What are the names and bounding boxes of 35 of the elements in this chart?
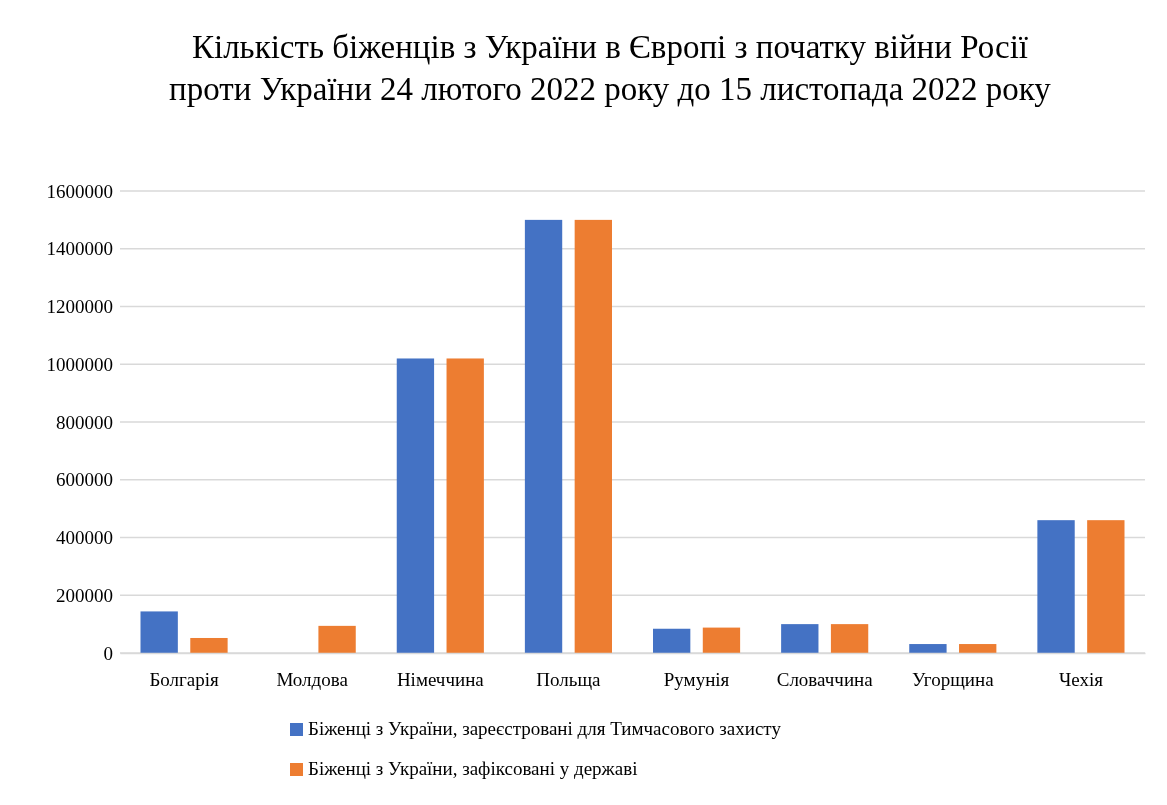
x-tick-label: Чехія [1058,669,1104,691]
y-tick-label: 1400000 [46,238,113,260]
y-tick-label: 1200000 [46,296,113,318]
bar [1037,520,1075,653]
bar [781,624,819,653]
bar [190,637,228,653]
x-tick-label: Німеччина [396,669,485,691]
x-tick-label: Румунія [663,669,730,691]
bar [396,358,435,653]
x-tick-label: Польща [536,669,602,691]
x-tick-label: Болгарія [149,669,220,691]
legend-label: Біженці з України, зафіксовані у державі [308,758,638,779]
bar [318,625,356,653]
y-tick-label: 1600000 [46,180,113,202]
bar [909,644,947,653]
legend-label: Біженці з України, зареєстровані для Тимчасового захисту [308,718,782,739]
bar [830,624,869,653]
x-tick-label: Угорщина [912,669,995,691]
y-tick-label: 800000 [56,411,113,433]
y-tick-label: 200000 [56,584,113,606]
x-tick-label: Словаччина [776,669,874,691]
y-tick-label: 600000 [56,469,113,491]
bar [524,219,563,653]
y-tick-label: 400000 [56,527,113,549]
bar [140,611,178,653]
bar [446,358,484,653]
bar [653,628,691,653]
x-tick-label: Молдова [276,669,349,691]
bar [702,627,741,653]
chart-title: Кількість біженців з України в Європі з початку війни Росії проти України 24 лютого 2022 року до 15 листопада 2022 року [169,29,1052,107]
y-tick-label: 0 [103,642,113,664]
bar [959,644,997,653]
bar [574,219,612,653]
bar [1087,520,1125,653]
y-tick-label: 1000000 [46,353,113,375]
